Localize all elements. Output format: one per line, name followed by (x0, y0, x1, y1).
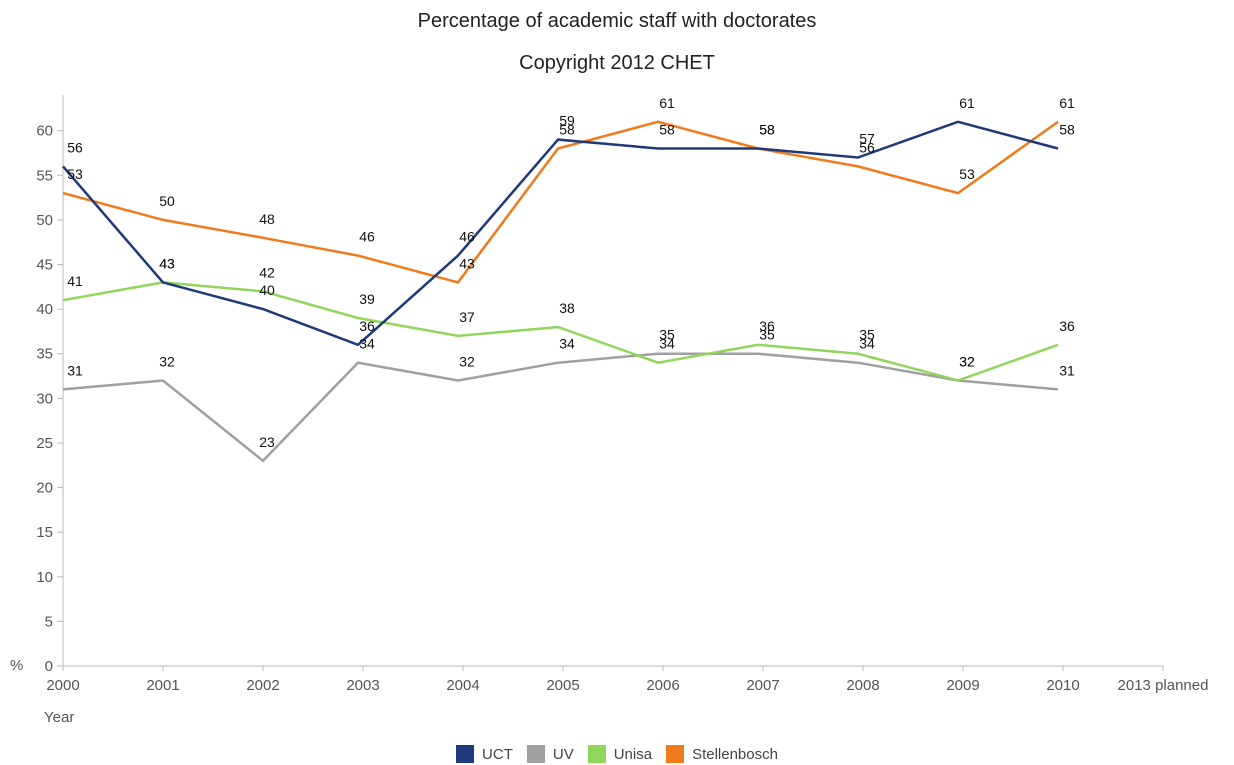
series-line-unisa (62, 281, 1059, 382)
y-tick-label: 45 (36, 257, 53, 274)
y-tick-label: 10 (36, 569, 53, 586)
legend-label: UV (552, 745, 574, 763)
data-label: 61 (1059, 95, 1075, 111)
x-tick-label: 2004 (446, 677, 479, 694)
y-tick-label: 5 (45, 613, 53, 630)
y-tick-label: 40 (36, 301, 53, 318)
data-label: 43 (159, 255, 175, 271)
series-line-uv (62, 352, 1059, 463)
legend-item-stellenbosch: Stellenbosch (666, 745, 778, 763)
data-label: 38 (559, 300, 575, 316)
data-label: 36 (1059, 318, 1075, 334)
y-tick-label: 25 (36, 435, 53, 452)
x-tick-label: 2010 (1046, 677, 1079, 694)
data-label: 48 (259, 211, 275, 227)
data-label: 34 (559, 336, 575, 352)
data-label: 42 (259, 264, 275, 280)
chart-title: Percentage of academic staff with doctor… (417, 10, 817, 32)
x-tick-label: 2000 (46, 677, 79, 694)
data-label: 58 (659, 122, 675, 138)
data-label: 46 (459, 229, 475, 245)
data-label: 58 (1059, 122, 1075, 138)
data-label: 41 (67, 273, 83, 289)
legend-item-uv: UV (526, 745, 574, 763)
data-label: 46 (359, 229, 375, 245)
data-label: 39 (359, 291, 375, 307)
data-label: 61 (959, 95, 975, 111)
data-label: 56 (67, 139, 83, 155)
data-label: 43 (159, 255, 175, 271)
data-label: 56 (859, 139, 875, 155)
series-layer (62, 120, 1059, 463)
data-label: 58 (559, 122, 575, 138)
y-tick-label: 15 (36, 524, 53, 541)
data-label: 43 (459, 255, 475, 271)
x-tick-label: 2006 (646, 677, 679, 694)
data-label: 37 (459, 309, 475, 325)
y-tick-label: 50 (36, 212, 53, 229)
x-tick-label: 2001 (146, 677, 179, 694)
data-label: 40 (259, 282, 275, 298)
data-label: 32 (159, 354, 175, 370)
y-tick-label: 35 (36, 346, 53, 363)
legend-label: Stellenbosch (692, 745, 778, 763)
data-label: 35 (659, 327, 675, 343)
series-line-stellenbosch (62, 120, 1059, 284)
data-label: 58 (759, 122, 775, 138)
x-tick-label: 2007 (746, 677, 779, 694)
x-tick-label: 2013 planned (1118, 677, 1209, 694)
y-tick-label: 55 (36, 167, 53, 184)
data-label: 23 (259, 434, 275, 450)
x-tick-label: 2003 (346, 677, 379, 694)
x-tick-label: 2009 (946, 677, 979, 694)
legend-label: UCT (482, 745, 513, 763)
data-labels-layer: 5653413150434332484240234639363446433732… (67, 95, 1075, 450)
y-tick-label: 30 (36, 390, 53, 407)
data-label: 32 (959, 354, 975, 370)
y-tick-label: 20 (36, 480, 53, 497)
data-label: 59 (559, 113, 575, 129)
y-tick-label: 60 (36, 123, 53, 140)
x-tick-label: 2008 (846, 677, 879, 694)
data-label: 35 (759, 327, 775, 343)
data-label: 32 (459, 354, 475, 370)
chart-subtitle: Copyright 2012 CHET (519, 52, 715, 74)
data-label: 53 (959, 166, 975, 182)
data-label: 36 (359, 318, 375, 334)
data-label: 34 (659, 336, 675, 352)
data-label: 34 (359, 336, 375, 352)
data-label: 36 (759, 318, 775, 334)
axes: 0 5 10 15 20 25 30 35 40 45 50 55 60 2000 2001 2002 2003… (36, 95, 1208, 694)
x-tick-label: 2002 (246, 677, 279, 694)
legend-swatch (666, 745, 685, 763)
data-label: 32 (959, 354, 975, 370)
y-axis-label: % (10, 657, 23, 674)
data-label: 57 (859, 130, 875, 146)
legend-label: Unisa (613, 745, 653, 763)
data-label: 35 (859, 327, 875, 343)
legend-swatch (587, 745, 606, 763)
legend-item-uct: UCT (456, 745, 513, 763)
line-chart: 0 5 10 15 20 25 30 35 40 45 50 55 60 2000 2001 2002 2003… (10, 95, 1208, 726)
data-label: 58 (759, 122, 775, 138)
data-label: 31 (67, 362, 83, 378)
legend: UCT UV Unisa Stellenbosch (0, 744, 1234, 764)
series-line-uct (62, 120, 1059, 347)
data-label: 61 (659, 95, 675, 111)
data-label: 31 (1059, 362, 1075, 378)
data-label: 34 (859, 336, 875, 352)
x-axis-label: Year (44, 709, 74, 726)
y-tick-label: 0 (45, 658, 53, 675)
legend-item-unisa: Unisa (587, 745, 653, 763)
data-label: 53 (67, 166, 83, 182)
legend-swatch (526, 745, 545, 763)
x-tick-label: 2005 (546, 677, 579, 694)
legend-swatch (456, 745, 475, 763)
data-label: 50 (159, 193, 175, 209)
